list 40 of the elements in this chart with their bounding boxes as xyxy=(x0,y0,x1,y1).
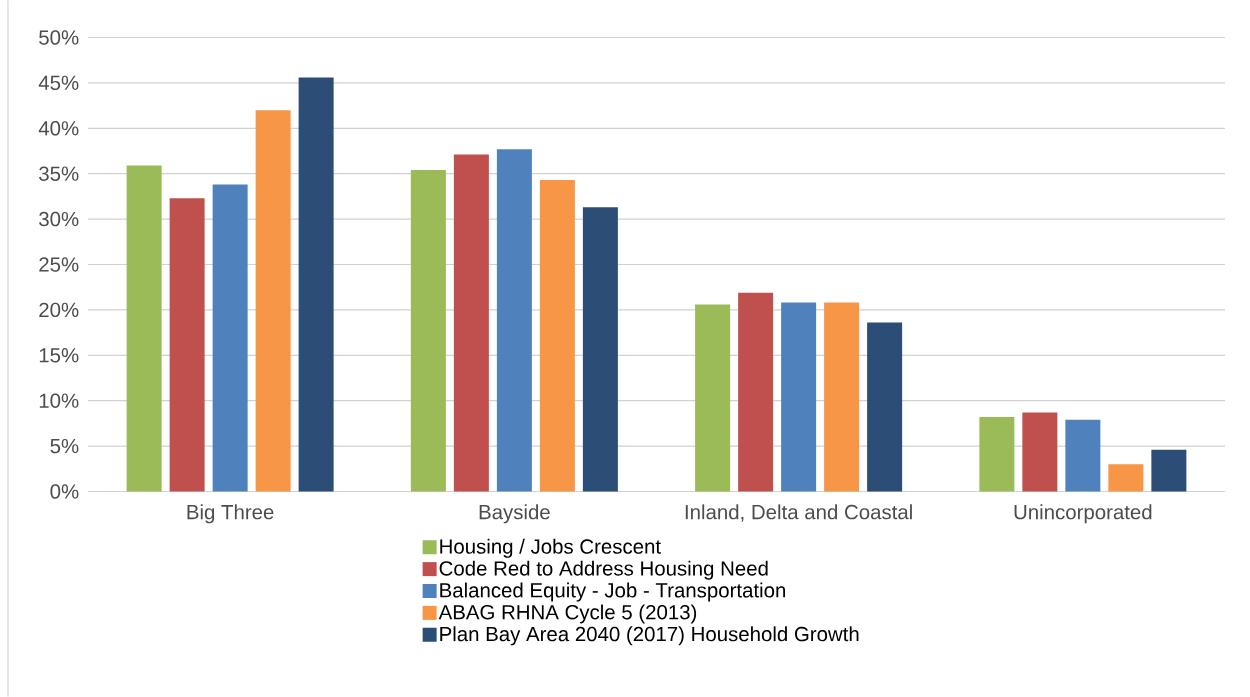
bar xyxy=(979,417,1015,492)
bar xyxy=(1065,419,1101,492)
bar xyxy=(738,292,774,492)
y-tick-label: 5% xyxy=(50,438,79,454)
y-tick-label: 10% xyxy=(39,393,79,408)
bar xyxy=(582,207,618,492)
x-tick-label: Bayside xyxy=(479,504,550,524)
y-tick-label: 25% xyxy=(39,257,79,272)
bar xyxy=(824,302,860,492)
x-tick-label: Unincorporated xyxy=(1014,504,1152,524)
x-tick-label: Inland, Delta and Coastal xyxy=(685,504,912,522)
bar xyxy=(1151,449,1187,492)
y-tick-label: 35% xyxy=(39,166,79,181)
bar xyxy=(255,110,291,492)
bar xyxy=(126,165,162,492)
bar xyxy=(695,304,731,492)
bar xyxy=(298,77,334,492)
bar xyxy=(539,180,575,492)
legend-label: ABAG RHNA Cycle 5 (2013) xyxy=(438,604,697,624)
bar xyxy=(453,154,489,492)
bar xyxy=(496,149,532,492)
y-tick-label: 30% xyxy=(39,211,79,227)
y-tick-label: 50% xyxy=(39,30,79,45)
bar xyxy=(410,170,446,492)
y-tick-label: 45% xyxy=(38,75,79,91)
legend-label: Balanced Equity - Job - Transportation xyxy=(440,582,786,602)
x-tick-label: Big Three xyxy=(187,504,274,524)
bar xyxy=(1108,464,1144,492)
bar xyxy=(867,322,903,492)
legend-label: Plan Bay Area 2040 (2017) Household Growth xyxy=(440,626,859,646)
bar xyxy=(781,302,817,492)
bar xyxy=(212,184,248,492)
legend-label: Housing / Jobs Crescent xyxy=(440,538,661,558)
y-tick-label: 40% xyxy=(38,121,79,136)
legend-label: Code Red to Address Housing Need xyxy=(439,560,768,580)
bar xyxy=(1022,412,1058,492)
y-tick-label: 15% xyxy=(39,348,79,363)
y-tick-label: 20% xyxy=(39,302,79,318)
bar xyxy=(169,198,205,492)
y-tick-label: 0% xyxy=(50,484,79,499)
